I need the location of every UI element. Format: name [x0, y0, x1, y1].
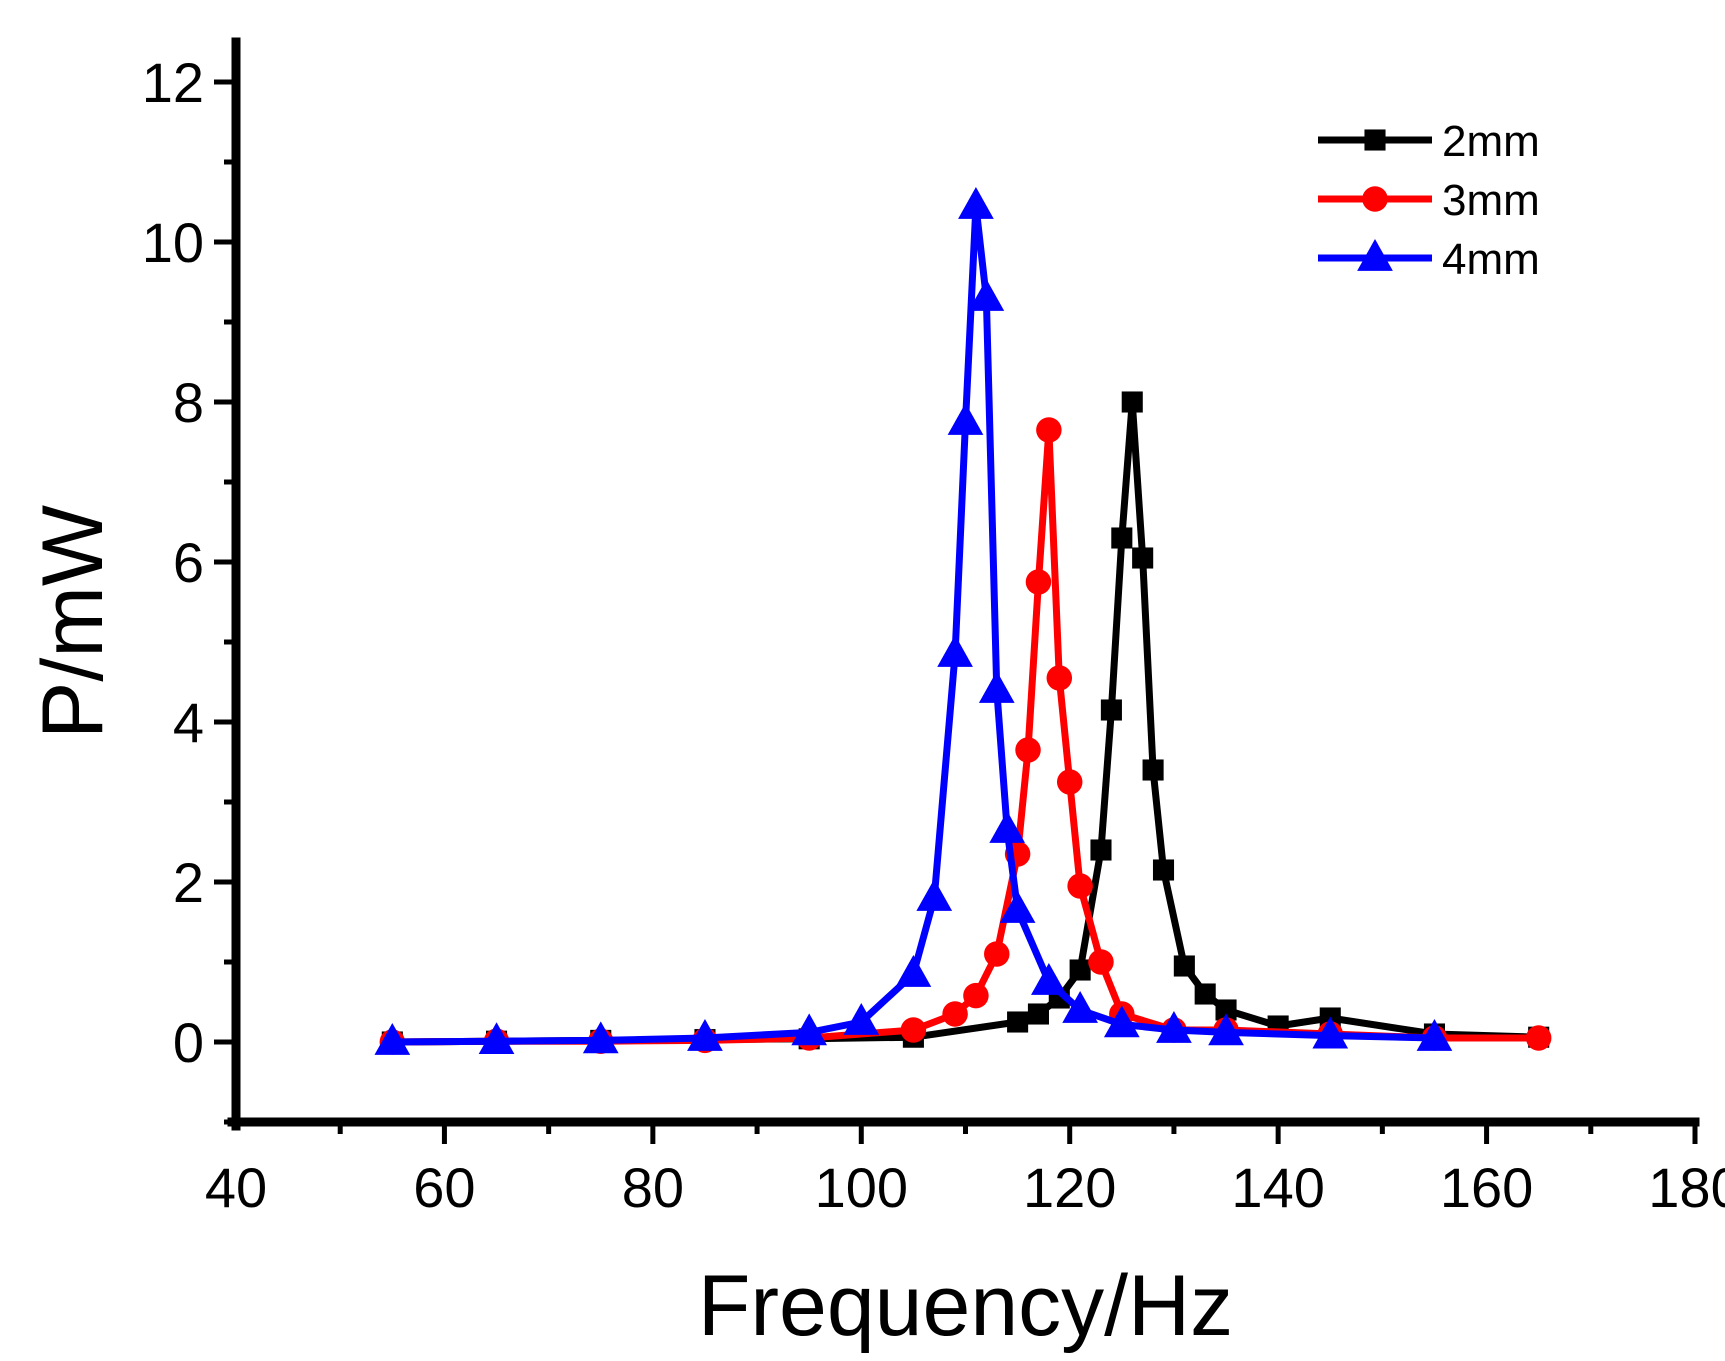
- data-point-3mm: [1088, 949, 1114, 975]
- y-axis-title: P/mW: [25, 505, 121, 739]
- data-point-4mm: [1208, 1013, 1244, 1046]
- legend-label-2mm: 2mm: [1442, 117, 1540, 166]
- data-point-4mm: [843, 1003, 880, 1035]
- x-tick-label: 160: [1440, 1156, 1533, 1219]
- legend-label-4mm: 4mm: [1442, 235, 1540, 284]
- data-point-4mm: [1416, 1019, 1453, 1051]
- x-axis-title: Frequency/Hz: [698, 1258, 1233, 1354]
- data-point-4mm: [478, 1022, 515, 1055]
- y-tick-label: 12: [142, 51, 204, 114]
- data-point-3mm: [1046, 665, 1073, 691]
- legend-marker-2mm: [1364, 129, 1386, 151]
- data-point-3mm: [984, 941, 1010, 967]
- legend: 2mm 3mm 4mm: [1318, 117, 1540, 284]
- data-point-3mm: [1056, 769, 1083, 795]
- y-tick-label: 8: [173, 371, 204, 434]
- x-tick-label: 40: [205, 1156, 267, 1219]
- data-point-4mm: [1031, 963, 1067, 995]
- axes: 40 60 80 100 120 140 160 180 0 2 4 6 8 10 12: [142, 37, 1725, 1219]
- data-point-2mm: [1142, 759, 1164, 781]
- data-point-4mm: [937, 635, 973, 667]
- data-point-2mm: [1111, 527, 1133, 549]
- series-line-4mm: [392, 202, 1435, 1046]
- data-point-3mm: [1025, 569, 1052, 595]
- data-point-4mm: [1062, 991, 1098, 1023]
- y-tick-label: 4: [173, 691, 204, 754]
- data-point-4mm: [989, 811, 1026, 843]
- data-point-2mm: [1215, 999, 1237, 1021]
- legend-marker-3mm: [1362, 186, 1388, 212]
- series-4mm: [374, 187, 1453, 1055]
- x-tick-label: 180: [1648, 1156, 1725, 1219]
- data-point-4mm: [958, 187, 994, 219]
- data-point-4mm: [916, 879, 953, 911]
- y-tick-label: 2: [173, 851, 204, 914]
- data-point-3mm: [1067, 873, 1093, 899]
- legend-label-3mm: 3mm: [1442, 176, 1540, 225]
- data-point-2mm: [1007, 1011, 1029, 1033]
- data-point-4mm: [895, 955, 932, 987]
- data-point-4mm: [687, 1019, 723, 1051]
- data-point-3mm: [1036, 417, 1062, 443]
- data-point-4mm: [374, 1023, 411, 1055]
- data-point-4mm: [791, 1013, 828, 1046]
- data-point-2mm: [1100, 699, 1122, 721]
- series-line-3mm: [392, 426, 1539, 1046]
- data-point-2mm: [1027, 1003, 1049, 1025]
- y-tick-label: 6: [173, 531, 204, 594]
- data-point-3mm: [1015, 737, 1041, 763]
- data-point-3mm: [942, 1001, 968, 1027]
- data-point-2mm: [1194, 983, 1216, 1005]
- x-tick-label: 80: [622, 1156, 684, 1219]
- x-tick-label: 60: [413, 1156, 475, 1219]
- data-point-2mm: [1173, 955, 1195, 977]
- series-layer: [374, 187, 1552, 1055]
- data-point-2mm: [1132, 547, 1154, 569]
- data-point-4mm: [968, 279, 1005, 311]
- x-tick-label: 100: [815, 1156, 908, 1219]
- y-tick-label: 10: [142, 211, 204, 274]
- data-point-3mm: [1525, 1025, 1552, 1051]
- data-point-4mm: [978, 671, 1015, 703]
- data-point-3mm: [963, 982, 989, 1009]
- data-point-4mm: [999, 891, 1036, 923]
- data-point-4mm: [1312, 1016, 1349, 1049]
- x-tick-label: 140: [1231, 1156, 1324, 1219]
- data-point-2mm: [1152, 859, 1175, 881]
- data-point-2mm: [1121, 391, 1143, 413]
- legend-marker-4mm: [1357, 239, 1393, 271]
- data-point-4mm: [582, 1021, 619, 1054]
- data-point-4mm: [947, 403, 984, 435]
- data-point-3mm: [900, 1017, 927, 1043]
- x-tick-label: 120: [1023, 1156, 1116, 1219]
- data-point-4mm: [1156, 1011, 1192, 1043]
- data-point-2mm: [1090, 839, 1112, 861]
- data-point-4mm: [1103, 1005, 1140, 1038]
- series-3mm: [379, 417, 1552, 1055]
- data-point-2mm: [1069, 959, 1091, 981]
- y-tick-label: 0: [173, 1011, 204, 1074]
